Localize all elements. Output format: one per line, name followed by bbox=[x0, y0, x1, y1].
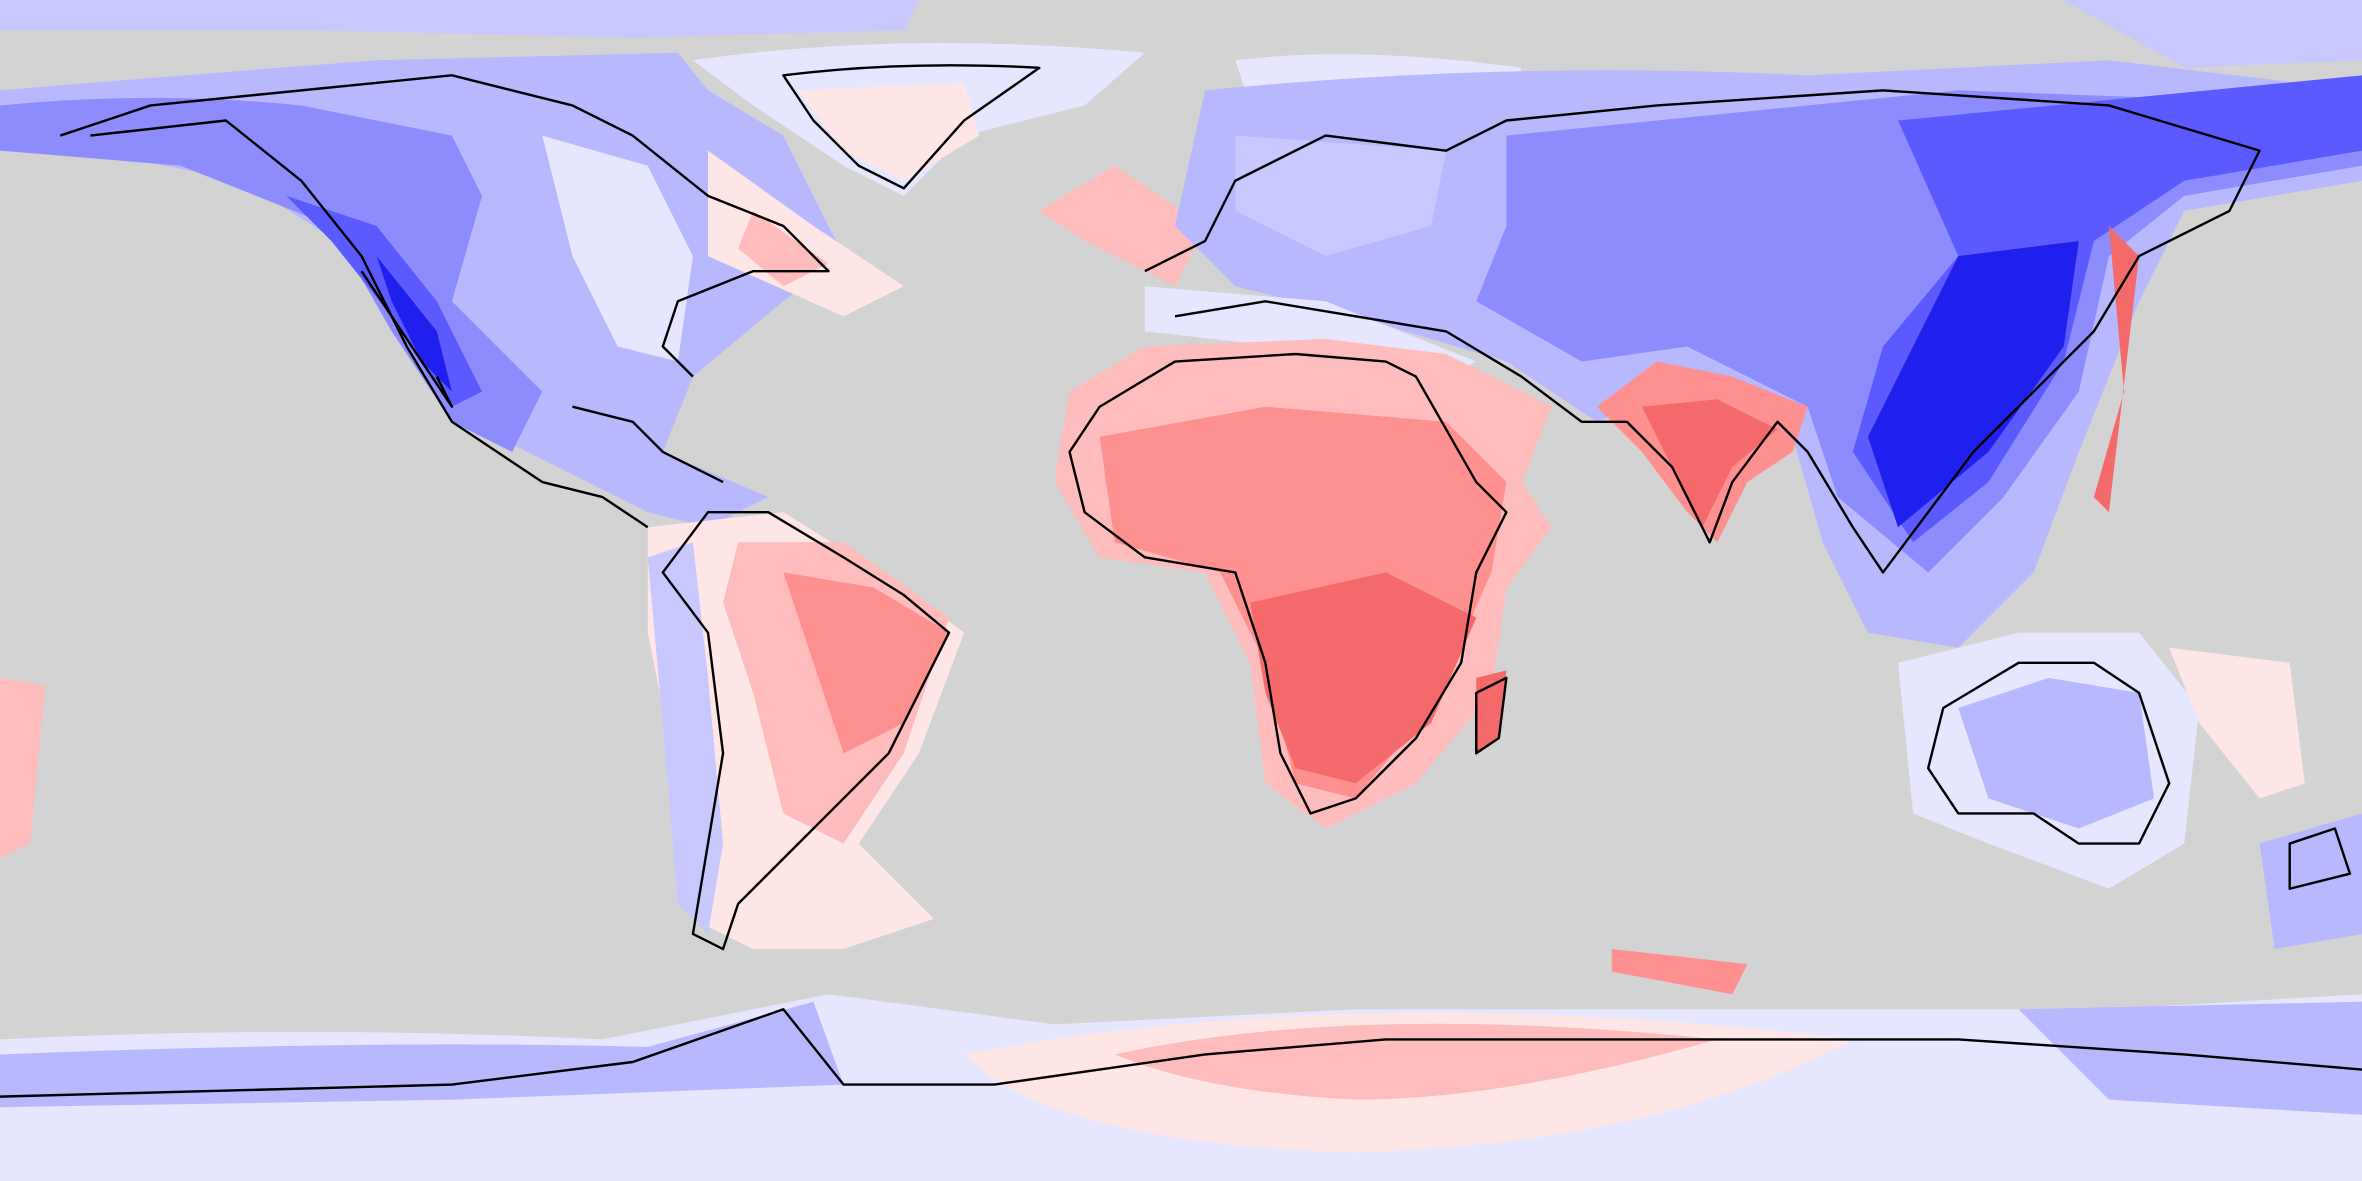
africa-field bbox=[1054, 338, 1552, 829]
south-america-field bbox=[647, 512, 965, 950]
india-field bbox=[1596, 361, 1808, 543]
oceania-field bbox=[0, 225, 2362, 995]
coastlines bbox=[0, 64, 2362, 1098]
antarctic-field bbox=[0, 994, 2362, 1181]
eurasia-field bbox=[1039, 60, 2362, 648]
greenland-field bbox=[692, 43, 1145, 196]
north-america-field bbox=[0, 52, 904, 528]
